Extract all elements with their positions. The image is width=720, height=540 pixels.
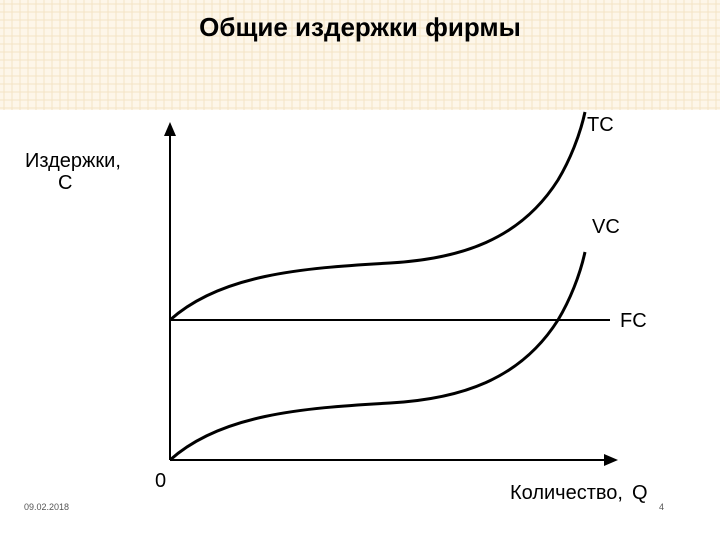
slide: Общие издержки фирмы Издержки, C 0 TC	[0, 0, 720, 540]
footer-date: 09.02.2018	[24, 502, 69, 512]
vc-curve	[170, 252, 585, 460]
cost-chart: Издержки, C 0 TC VC FC Количество, Q	[90, 120, 650, 500]
y-axis-label-line2: C	[58, 172, 72, 194]
x-axis-label-line2: Q	[632, 482, 648, 504]
footer-page: 4	[659, 502, 664, 512]
tc-label: TC	[587, 114, 614, 136]
origin-label: 0	[155, 470, 166, 492]
y-axis	[164, 122, 176, 460]
y-axis-label-line1: Издержки,	[25, 150, 121, 172]
fc-label: FC	[620, 310, 647, 332]
x-axis	[170, 454, 618, 466]
slide-title: Общие издержки фирмы	[0, 12, 720, 43]
vc-label: VC	[592, 216, 620, 238]
tc-curve	[170, 112, 585, 320]
x-axis-label-line1: Количество,	[510, 482, 623, 504]
